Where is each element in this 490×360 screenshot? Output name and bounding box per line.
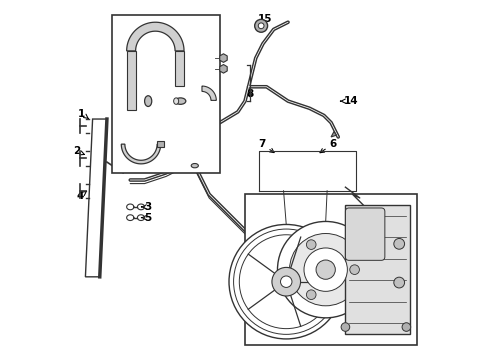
- Circle shape: [255, 19, 268, 32]
- Circle shape: [272, 267, 300, 296]
- Polygon shape: [202, 86, 216, 100]
- Text: 12: 12: [150, 111, 164, 121]
- Text: 5: 5: [142, 213, 152, 222]
- Ellipse shape: [175, 98, 186, 104]
- Circle shape: [306, 290, 316, 300]
- Circle shape: [306, 240, 316, 249]
- Text: 14: 14: [341, 96, 358, 106]
- Circle shape: [316, 260, 335, 279]
- Text: 3: 3: [142, 202, 152, 212]
- Polygon shape: [126, 22, 184, 51]
- Circle shape: [394, 277, 405, 288]
- Polygon shape: [175, 51, 184, 86]
- Text: 1: 1: [78, 109, 88, 119]
- Circle shape: [290, 234, 362, 306]
- Circle shape: [304, 248, 347, 291]
- Ellipse shape: [173, 98, 179, 104]
- Text: 15: 15: [257, 14, 272, 24]
- Text: 11: 11: [118, 28, 132, 38]
- Text: 2: 2: [73, 146, 84, 156]
- Ellipse shape: [292, 278, 299, 283]
- Polygon shape: [85, 119, 107, 277]
- Circle shape: [341, 323, 350, 331]
- Circle shape: [280, 276, 292, 287]
- Ellipse shape: [191, 163, 198, 168]
- Circle shape: [402, 323, 411, 331]
- Bar: [345, 205, 410, 334]
- Circle shape: [277, 221, 374, 318]
- Text: 10: 10: [200, 64, 215, 74]
- Circle shape: [394, 238, 405, 249]
- FancyBboxPatch shape: [345, 208, 385, 260]
- Polygon shape: [122, 144, 161, 164]
- Text: 7: 7: [259, 139, 274, 153]
- Bar: [85, 119, 107, 277]
- Circle shape: [350, 265, 360, 274]
- Circle shape: [229, 225, 343, 339]
- Text: 6: 6: [320, 139, 337, 153]
- Circle shape: [258, 23, 264, 29]
- Ellipse shape: [145, 96, 152, 107]
- Text: 13: 13: [164, 116, 179, 126]
- Polygon shape: [126, 51, 136, 110]
- Bar: [112, 15, 220, 173]
- Polygon shape: [157, 141, 164, 147]
- Text: 8: 8: [247, 89, 254, 99]
- Bar: [245, 194, 417, 345]
- Text: 9: 9: [204, 53, 216, 63]
- Text: 4: 4: [76, 191, 87, 201]
- Polygon shape: [331, 132, 337, 137]
